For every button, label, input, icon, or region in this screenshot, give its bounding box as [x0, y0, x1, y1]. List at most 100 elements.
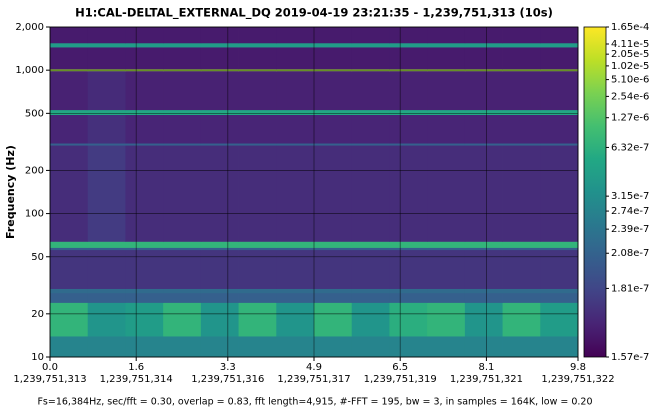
cell [200, 143, 239, 146]
cell [314, 145, 353, 242]
cell [502, 143, 541, 146]
cell [200, 247, 239, 251]
cell [502, 109, 541, 116]
cell [238, 109, 277, 116]
colorbar-tick-label: 2.39e-7 [611, 224, 649, 235]
cell [314, 249, 353, 289]
cell [389, 288, 428, 294]
cell [163, 302, 202, 337]
cell [163, 145, 202, 242]
cell [50, 27, 89, 44]
cell [502, 42, 541, 48]
plot-frame [49, 26, 579, 358]
cell [389, 292, 428, 303]
cell [351, 47, 390, 70]
cell [200, 249, 239, 289]
cell [50, 292, 89, 303]
colorbar-tick-label: 2.74e-7 [611, 206, 649, 217]
cell [50, 241, 89, 248]
cell [276, 336, 315, 358]
colorbar [583, 26, 607, 358]
cell [238, 145, 277, 242]
cell [464, 249, 503, 289]
cell [238, 114, 277, 144]
x-tick-sublabel: 1,239,751,317 [277, 374, 350, 385]
cell [502, 241, 541, 248]
cell [540, 47, 579, 70]
cell [502, 145, 541, 242]
cell [389, 114, 428, 144]
x-tick-sublabel: 1,239,751,319 [364, 374, 437, 385]
cell [351, 70, 390, 111]
cell [163, 249, 202, 289]
cell [125, 292, 164, 303]
cell [502, 47, 541, 70]
cell [540, 292, 579, 303]
cell [314, 292, 353, 303]
cell [540, 249, 579, 289]
cell [427, 249, 466, 289]
cell [351, 109, 390, 116]
cell [238, 302, 277, 337]
cell [540, 114, 579, 144]
cell [540, 241, 579, 248]
y-tick-label: 100 [25, 209, 44, 220]
cell [125, 109, 164, 116]
colorbar-tick-label: 1.81e-7 [611, 283, 649, 294]
cell [427, 336, 466, 358]
cell [389, 47, 428, 70]
cell [314, 302, 353, 337]
cell [125, 143, 164, 146]
cell [351, 143, 390, 146]
cell [540, 109, 579, 116]
y-tick-label: 200 [25, 165, 44, 176]
cell [464, 288, 503, 294]
cell [351, 302, 390, 337]
chart-title: H1:CAL-DELTAL_EXTERNAL_DQ 2019-04-19 23:… [75, 6, 553, 21]
cell [427, 109, 466, 116]
cell [314, 109, 353, 116]
x-tick-label: 3.3 [220, 362, 236, 373]
cell [238, 47, 277, 70]
cell [50, 145, 89, 242]
cell [351, 27, 390, 44]
cell [87, 70, 126, 111]
x-tick-sublabel: 1,239,751,316 [191, 374, 264, 385]
cell [464, 247, 503, 251]
cell [540, 70, 579, 111]
cell [427, 42, 466, 48]
cell [200, 27, 239, 44]
cell [502, 288, 541, 294]
cell [464, 27, 503, 44]
cell [276, 249, 315, 289]
cell [200, 241, 239, 248]
cell [200, 70, 239, 111]
cell [163, 336, 202, 358]
footnote: Fs=16,384Hz, sec/fft = 0.30, overlap = 0… [37, 397, 592, 408]
colorbar-tick-label: 1.57e-7 [611, 352, 649, 363]
cell [125, 145, 164, 242]
cell [50, 302, 89, 337]
cell [351, 241, 390, 248]
x-tick-label: 9.8 [570, 362, 586, 373]
cell [389, 249, 428, 289]
cell [50, 47, 89, 70]
cell [276, 47, 315, 70]
cell [351, 145, 390, 242]
cell [502, 302, 541, 337]
cell [464, 241, 503, 248]
cell [50, 143, 89, 146]
y-tick-label: 50 [31, 252, 44, 263]
x-tick-label: 1.6 [128, 362, 144, 373]
cell [276, 114, 315, 144]
cell [125, 336, 164, 358]
x-tick-label: 8.1 [478, 362, 494, 373]
cell [87, 292, 126, 303]
cell [50, 114, 89, 144]
cell [50, 109, 89, 116]
colorbar-tick-label: 6.32e-7 [611, 142, 649, 153]
cell [502, 114, 541, 144]
cell [389, 42, 428, 48]
cell [87, 114, 126, 144]
cell [427, 70, 466, 111]
